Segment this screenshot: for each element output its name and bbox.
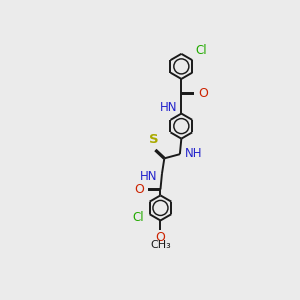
Text: S: S	[149, 134, 158, 146]
Text: HN: HN	[160, 100, 177, 113]
Text: NH: NH	[185, 147, 203, 160]
Text: Cl: Cl	[196, 44, 207, 57]
Text: CH₃: CH₃	[150, 240, 171, 250]
Text: Cl: Cl	[133, 211, 144, 224]
Text: O: O	[134, 183, 144, 196]
Text: HN: HN	[140, 170, 158, 183]
Text: O: O	[198, 87, 208, 100]
Text: O: O	[155, 231, 165, 244]
